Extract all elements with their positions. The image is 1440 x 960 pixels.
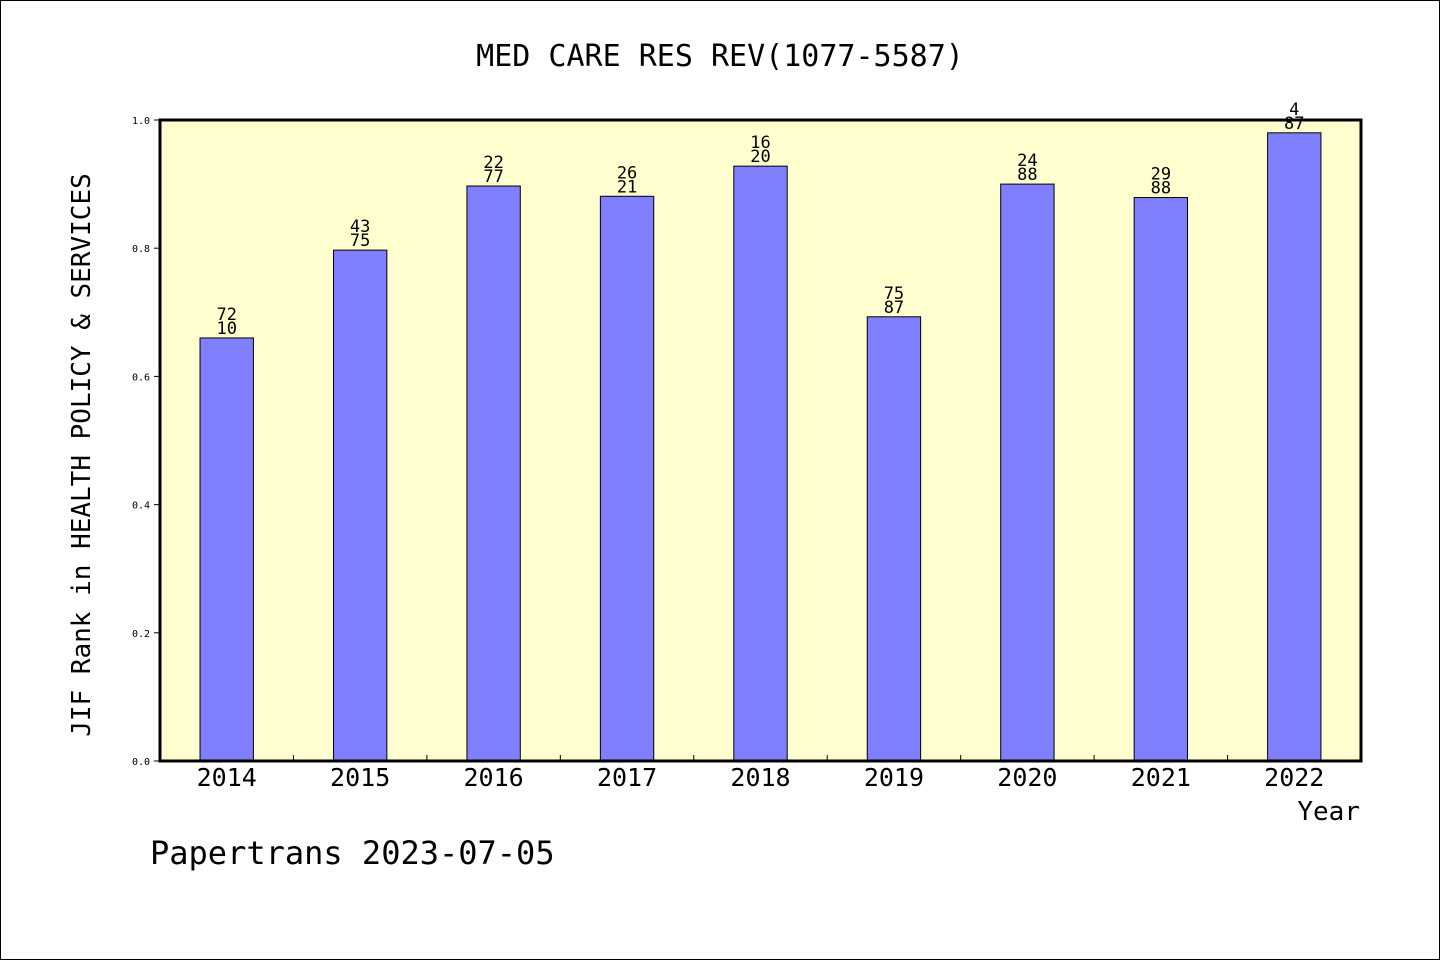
x-tick-label: 2021 bbox=[1131, 763, 1191, 792]
bar-label-rank: 75 bbox=[884, 284, 904, 304]
bar-label-rank: 16 bbox=[750, 133, 770, 153]
x-tick-label: 2022 bbox=[1264, 763, 1324, 792]
y-tick-label: 0.0 bbox=[132, 757, 150, 768]
y-tick-label: 0.2 bbox=[132, 629, 150, 640]
x-tick-label: 2018 bbox=[730, 763, 790, 792]
bar-label-total: 21 bbox=[617, 177, 637, 197]
bar-2021 bbox=[1133, 197, 1189, 762]
bar-label-total: 75 bbox=[350, 231, 370, 251]
bar-label-rank: 72 bbox=[216, 305, 236, 325]
bar-label-rank: 29 bbox=[1151, 165, 1171, 185]
plot-border bbox=[158, 118, 1363, 763]
bar-label-total: 77 bbox=[483, 167, 503, 187]
bar-2014 bbox=[199, 337, 254, 762]
bar-2020 bbox=[1000, 183, 1055, 762]
bar-2015 bbox=[332, 249, 388, 762]
y-tick-label: 0.6 bbox=[132, 372, 150, 383]
y-tick-label: 0.8 bbox=[132, 244, 150, 255]
bar-2016 bbox=[466, 185, 521, 762]
bar-label-rank: 43 bbox=[350, 217, 370, 237]
x-tick-label: 2016 bbox=[464, 763, 524, 792]
bar-2018 bbox=[733, 165, 788, 762]
chart-title: MED CARE RES REV(1077-5587) bbox=[476, 39, 964, 74]
bar-label-rank: 22 bbox=[483, 153, 503, 173]
x-tick-label: 2017 bbox=[597, 763, 657, 792]
bar-2022 bbox=[1267, 132, 1322, 762]
bar-label-total: 88 bbox=[1151, 179, 1171, 199]
x-axis-label: Year bbox=[1297, 797, 1360, 827]
x-axis: 2014 2015 2016 2017 2018 2019 2020 2021 2022 bbox=[197, 755, 1324, 792]
bar-label-total: 20 bbox=[750, 147, 770, 167]
y-axis-label: JIF Rank in HEALTH POLICY & SERVICES bbox=[67, 173, 97, 737]
bar-label-rank: 24 bbox=[1017, 151, 1037, 171]
bar-label-rank: 26 bbox=[617, 163, 637, 183]
bar-2017 bbox=[599, 195, 655, 762]
bars-group bbox=[199, 132, 1322, 762]
bar-label-total: 88 bbox=[1017, 165, 1037, 185]
x-tick-label: 2015 bbox=[330, 763, 390, 792]
bar-label-total: 87 bbox=[1284, 114, 1304, 134]
bar-label-rank: 4 bbox=[1289, 100, 1299, 120]
bar-2019 bbox=[866, 316, 922, 762]
bar-label-total: 87 bbox=[884, 298, 904, 318]
x-tick-label: 2020 bbox=[997, 763, 1057, 792]
x-tick-label: 2019 bbox=[864, 763, 924, 792]
x-tick-label: 2014 bbox=[197, 763, 257, 792]
y-axis: 0.0 0.2 0.4 0.6 0.8 1.0 bbox=[132, 116, 160, 768]
y-tick-label: 1.0 bbox=[132, 116, 150, 127]
footer-credit: Papertrans 2023-07-05 bbox=[150, 834, 555, 872]
y-tick-label: 0.4 bbox=[132, 501, 150, 512]
bar-label-total: 10 bbox=[216, 319, 236, 339]
